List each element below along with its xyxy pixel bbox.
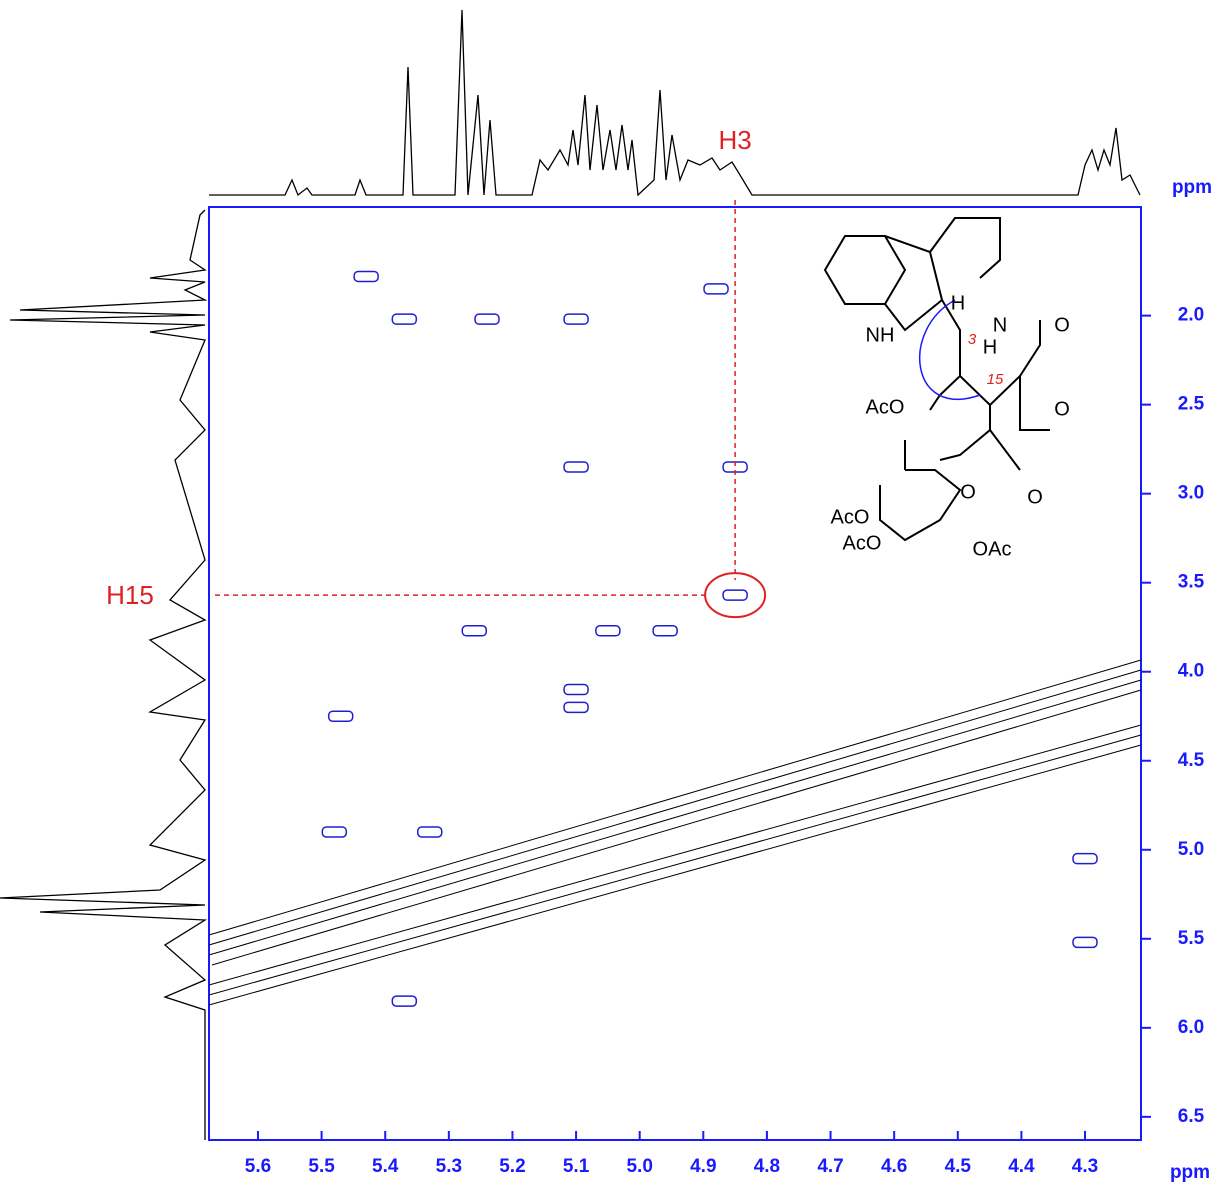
x-tick-label: 4.7 [817, 1156, 843, 1177]
structure-label: H [951, 292, 965, 314]
left-spectrum [0, 209, 208, 1140]
structure-label: NH [866, 324, 895, 346]
diagonal [208, 659, 1142, 1006]
y-tick-label: 5.5 [1178, 928, 1205, 949]
y-tick-label: 2.0 [1178, 305, 1204, 326]
structure-label: OAc [973, 538, 1012, 560]
cross-peak [563, 701, 589, 714]
structure-label: O [1027, 486, 1043, 508]
cross-peak [327, 710, 354, 722]
cross-peak [461, 625, 488, 637]
cross-peak [1072, 936, 1098, 949]
x-tick-label: 5.6 [245, 1156, 271, 1177]
top-spectrum [209, 9, 1141, 197]
x-tick-label: 5.2 [499, 1156, 525, 1177]
cross-peak [703, 283, 729, 295]
structure-label: AcO [831, 506, 870, 528]
cross-peak [563, 683, 589, 696]
cross-peak [652, 625, 678, 637]
y-tick-label: 6.0 [1178, 1017, 1204, 1038]
x-tick-label: 5.3 [436, 1156, 462, 1177]
x-tick-label: 4.4 [1008, 1156, 1035, 1177]
x-tick-label: 4.6 [881, 1156, 907, 1177]
noe-arrow [918, 299, 981, 401]
cross-peak [391, 313, 418, 325]
cross-peak [353, 270, 379, 283]
y-tick-label: 3.5 [1178, 572, 1205, 593]
x-tick-label: 5.1 [563, 1156, 590, 1177]
x-tick-label: 4.3 [1072, 1156, 1098, 1177]
x-tick-label: 5.0 [626, 1156, 652, 1177]
molecule [823, 217, 1050, 542]
structure-label: O [1054, 314, 1070, 336]
y-tick-label: 6.5 [1178, 1106, 1205, 1127]
cross-peak [417, 826, 443, 838]
y-tick-label: 3.0 [1178, 483, 1204, 504]
structure-label: 15 [987, 371, 1004, 388]
plot-frame [208, 206, 1142, 1141]
structure-label: AcO [843, 532, 882, 554]
cross-peak [474, 313, 500, 325]
highlight-circle [704, 572, 767, 619]
y-tick-label: 2.5 [1178, 394, 1205, 415]
h15-label: H15 [106, 580, 154, 610]
cross-peak [563, 313, 589, 325]
cross-peak [722, 589, 748, 601]
cross-peak [391, 995, 418, 1007]
x-axis-label: ppm [1170, 1162, 1210, 1183]
x-tick-label: 4.9 [690, 1156, 716, 1177]
structure-label: N [993, 314, 1007, 336]
x-tick-label: 4.5 [945, 1156, 972, 1177]
structure-label: AcO [866, 396, 905, 418]
x-tick-label: 4.8 [754, 1156, 780, 1177]
structure-label: O [1054, 398, 1070, 420]
x-tick-label: 5.4 [372, 1156, 399, 1177]
y-tick-label: 4.0 [1178, 661, 1204, 682]
y-tick-label: 5.0 [1178, 839, 1204, 860]
h3-label: H3 [718, 125, 751, 155]
x-tick-label: 5.5 [308, 1156, 335, 1177]
structure-label: 3 [968, 331, 977, 348]
structure-label: H [983, 336, 997, 358]
structure-label: O [960, 481, 976, 503]
y-tick-label: 4.5 [1178, 750, 1205, 771]
cross-peak [1072, 852, 1098, 865]
y-axis-label: ppm [1172, 177, 1212, 198]
cross-peak [321, 826, 348, 838]
cross-peak [595, 625, 621, 637]
cross-peak [563, 461, 589, 473]
